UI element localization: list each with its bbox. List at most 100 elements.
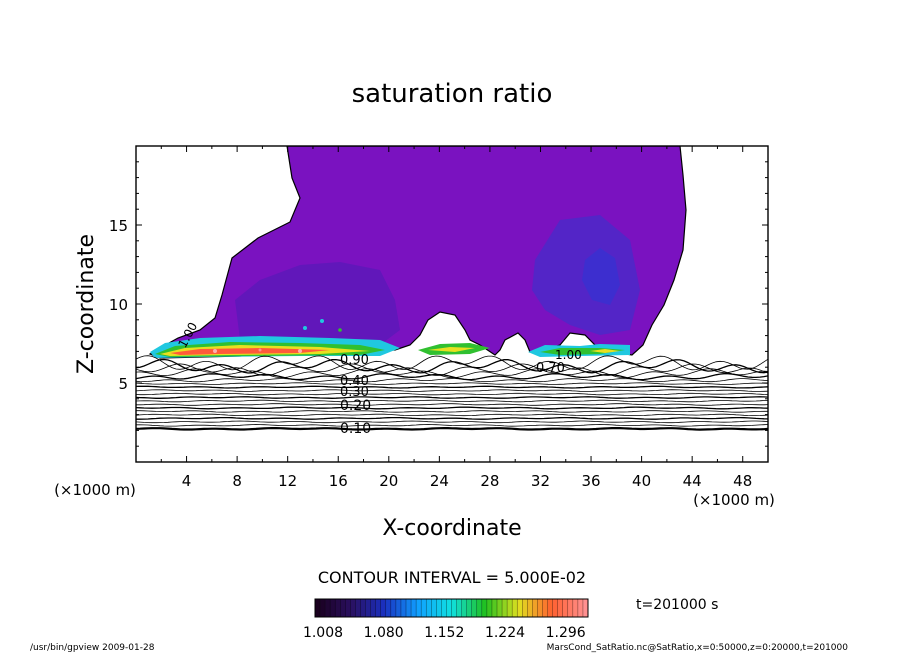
contour-label: 1.00: [555, 348, 582, 362]
colorbar-segment: [315, 599, 321, 617]
colorbar-segment: [542, 599, 548, 617]
colorbar-segment: [456, 599, 462, 617]
colorbar-segment: [461, 599, 467, 617]
colorbar-segment: [471, 599, 478, 617]
colorbar-segment: [441, 599, 447, 617]
colorbar-segment: [451, 599, 457, 617]
x-tick-label: 32: [531, 472, 550, 490]
colorbar-segment: [562, 599, 569, 617]
contour-line: [136, 406, 768, 410]
colorbar-segment: [512, 599, 518, 617]
contour-label: 0.40: [340, 374, 369, 389]
x-axis-ticks: 4 8 12 16 20 24 28 32 36 40 44 48: [160, 146, 752, 490]
saturation-region-core-right: [582, 248, 620, 305]
colorbar-segment: [426, 599, 432, 617]
colorbar-segment: [557, 599, 564, 617]
colorbar-segment: [411, 599, 417, 617]
contour-label: 0.30: [340, 385, 369, 400]
x-tick-label: 28: [480, 472, 499, 490]
chart-title: saturation ratio: [352, 79, 553, 109]
x-tick-label: 20: [379, 472, 398, 490]
x-tick-label: 16: [329, 472, 348, 490]
contour-line: [136, 363, 768, 376]
colorbar-segment: [537, 599, 543, 617]
contour-line: [136, 420, 768, 424]
colorbar-tick-label: 1.296: [546, 625, 586, 641]
colorbar-tick-label: 1.152: [424, 625, 464, 641]
colorbar-segment: [406, 599, 412, 617]
colorbar-tick-label: 1.224: [485, 625, 525, 641]
colorbar-segment: [522, 599, 528, 617]
x-axis-unit: (×1000 m): [693, 491, 775, 509]
colorbar-segment: [335, 599, 341, 617]
speckle: [338, 328, 342, 332]
x-axis-title: X-coordinate: [382, 516, 521, 541]
colorbar-frame: [314, 598, 589, 618]
contour-lines: [136, 355, 768, 431]
contour-line: [136, 416, 768, 420]
colorbar-segment: [365, 599, 371, 617]
colorbar-segment: [527, 599, 533, 617]
colorbar-segment: [466, 599, 473, 617]
x-tick-label: 4: [182, 472, 192, 490]
colorbar-segment: [385, 599, 392, 617]
colorbar-segment: [436, 599, 442, 617]
colorbar-segment: [421, 599, 427, 617]
colorbar-segment: [517, 599, 523, 617]
saturation-region-inner-left: [235, 262, 400, 345]
colorbar-segment: [416, 599, 422, 617]
contour-interval: CONTOUR INTERVAL = 5.000E-02: [318, 568, 586, 587]
contour-line: [136, 355, 768, 371]
contour-line: [136, 413, 768, 417]
contour-line: [136, 392, 768, 396]
speckle: [213, 349, 217, 353]
speckle: [258, 348, 262, 352]
colorbar-segment: [552, 599, 558, 617]
colorbar-segment: [547, 599, 553, 617]
contour-line: [136, 410, 768, 413]
colorbar-segment: [345, 599, 351, 617]
contour-line: [136, 399, 768, 403]
colorbar-segment: [330, 599, 336, 617]
colorbar-segment: [446, 599, 452, 617]
contour-label: 0.20: [340, 398, 371, 414]
colorbar-segment: [502, 599, 508, 617]
colorbar-segment: [400, 599, 407, 617]
contour-line: [136, 389, 768, 392]
speckle: [303, 326, 307, 330]
x-tick-label: 44: [683, 472, 702, 490]
colorbar-segment: [390, 599, 397, 617]
colorbar-segment: [497, 599, 503, 617]
colorbar-segment: [395, 599, 402, 617]
colorbar-segment: [577, 599, 584, 617]
colorbar-segment: [375, 599, 382, 617]
saturation-band-mid-yellow: [428, 347, 475, 352]
colorbar-segment: [481, 599, 488, 617]
x-tick-label: 12: [278, 472, 297, 490]
time-label: t=201000 s: [636, 597, 718, 613]
contour-label: 0.90: [340, 353, 369, 368]
contour-label: 0.70: [536, 361, 565, 376]
x-tick-label: 24: [430, 472, 449, 490]
colorbar-segment: [360, 599, 366, 617]
z-axis-unit: (×1000 m): [54, 481, 136, 499]
colorbar-segment: [476, 599, 483, 617]
speckle: [298, 349, 302, 353]
footer-right: MarsCond_SatRatio.nc@SatRatio,x=0:50000,…: [547, 643, 849, 653]
x-tick-label: 48: [733, 472, 752, 490]
contour-line: [136, 424, 768, 427]
y-tick-label: 10: [109, 296, 128, 314]
contour-line: [136, 403, 768, 406]
y-tick-label: 15: [109, 217, 128, 235]
colorbar-segment: [355, 599, 361, 617]
contour-line: [136, 427, 768, 431]
colorbar-segment: [340, 599, 346, 617]
colorbar-segment: [491, 599, 498, 617]
contour-label: 0.10: [340, 421, 371, 437]
saturation-band-red: [170, 348, 330, 355]
colorbar-segment: [370, 599, 376, 617]
colorbar-segment: [431, 599, 437, 617]
colorbar-segment: [380, 599, 387, 617]
colorbar-segment: [532, 599, 538, 617]
